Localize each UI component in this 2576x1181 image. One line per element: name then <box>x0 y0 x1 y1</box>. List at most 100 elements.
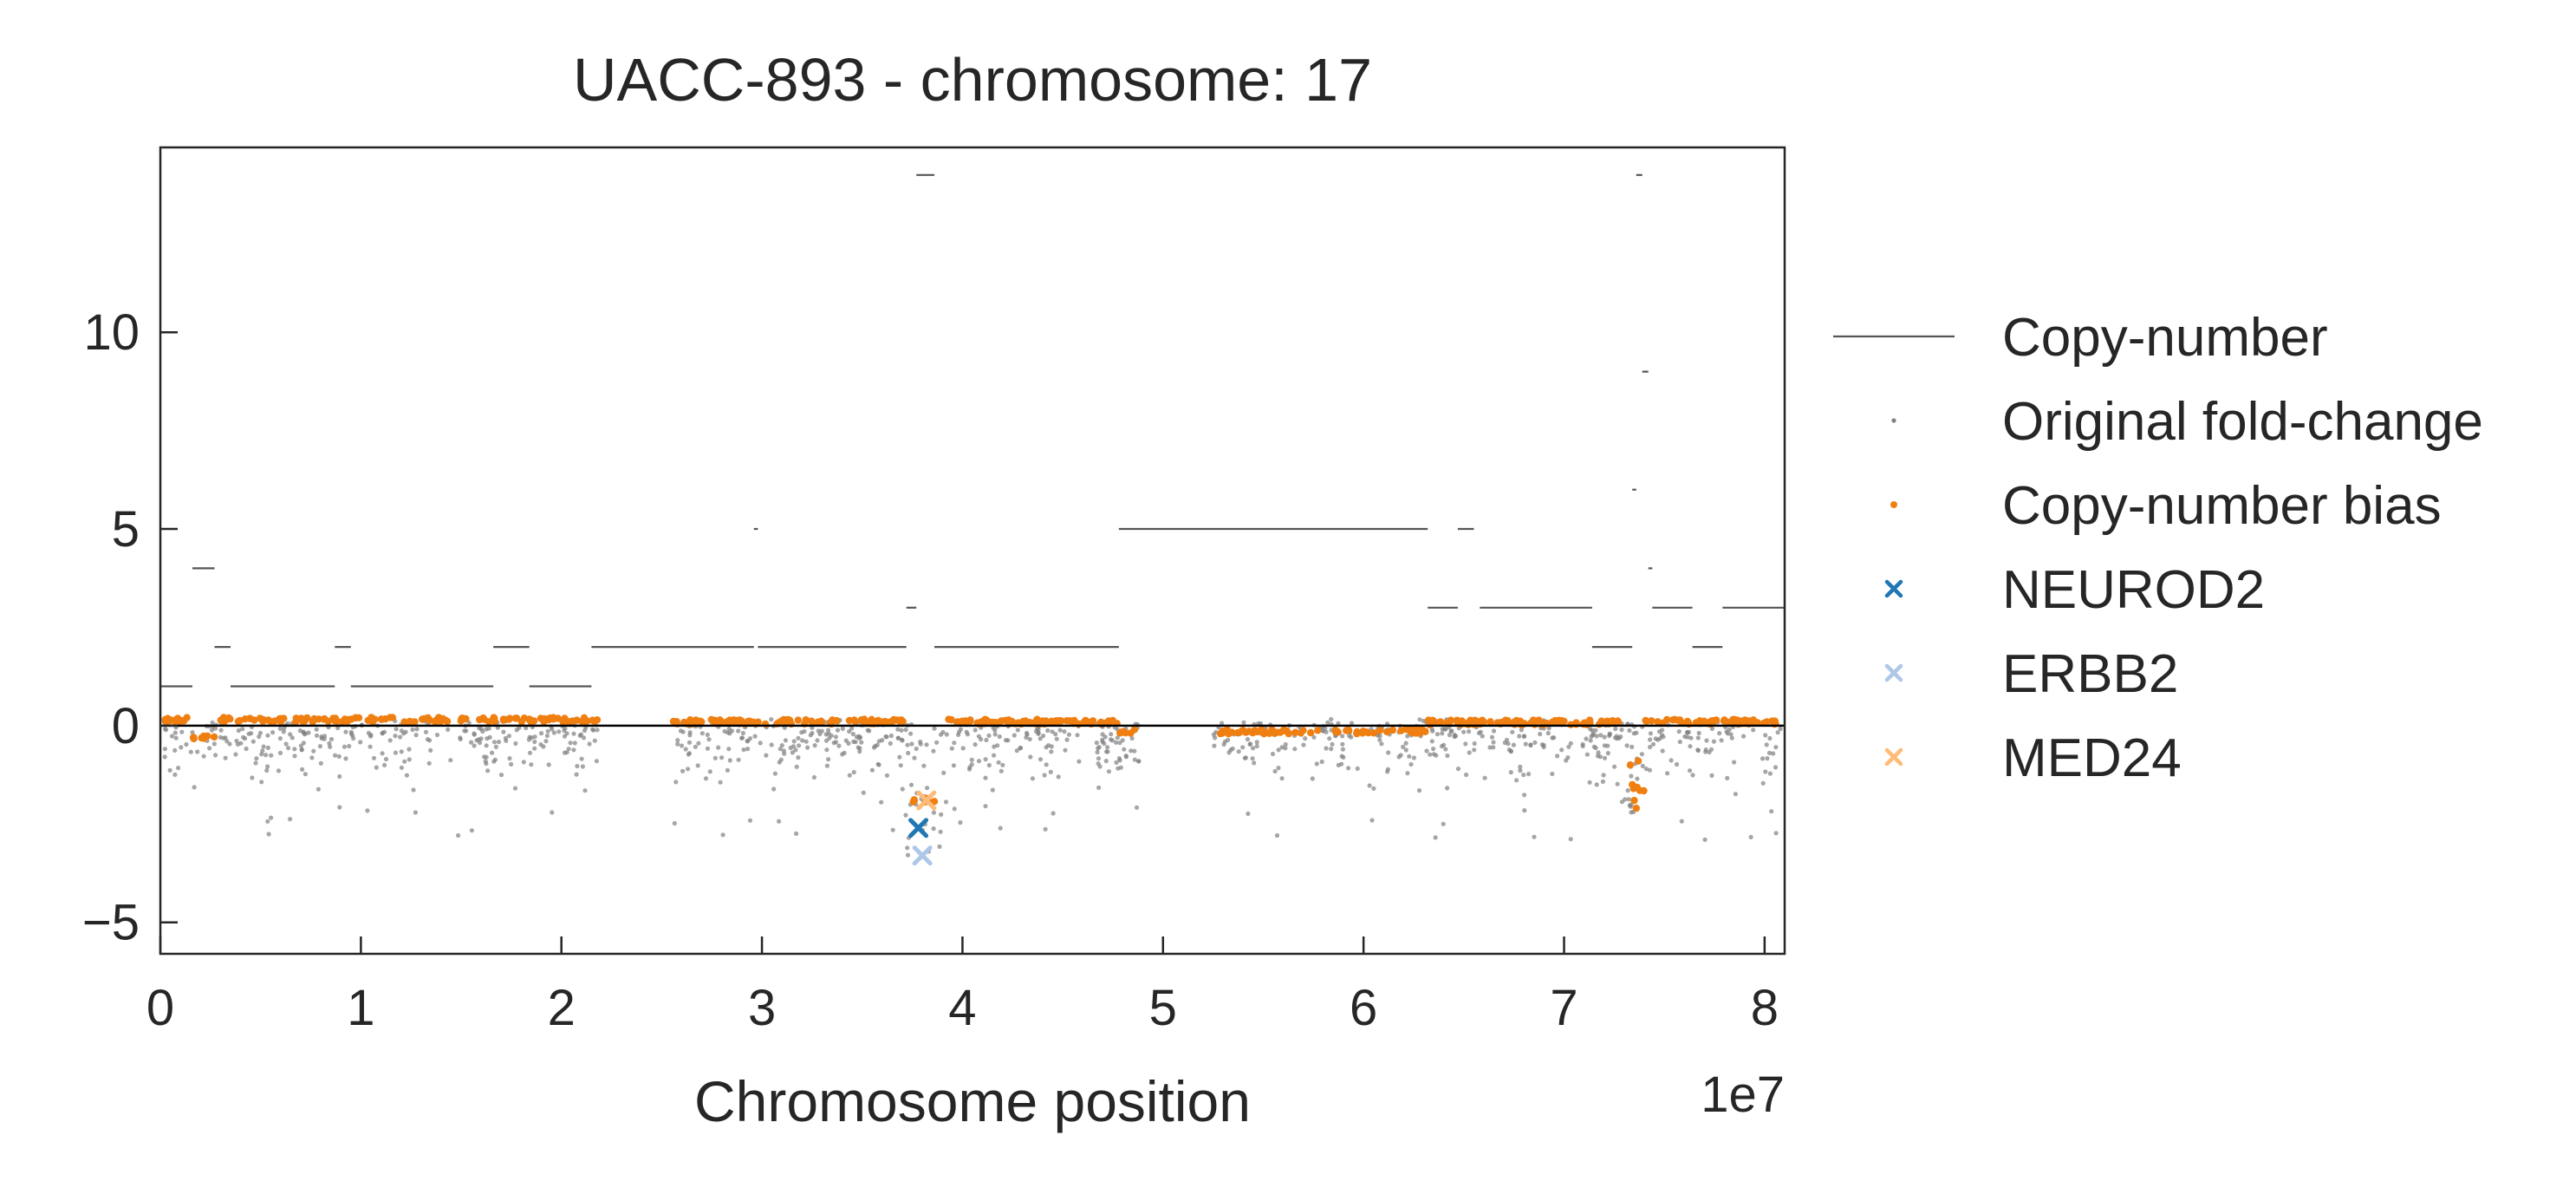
fold-change-point <box>1545 730 1551 736</box>
fold-change-point <box>277 726 283 732</box>
fold-change-point <box>740 730 746 736</box>
fold-change-point <box>741 747 746 753</box>
fold-change-point <box>485 768 491 773</box>
bias-point <box>983 716 991 724</box>
fold-change-point <box>793 747 798 753</box>
fold-change-point <box>1336 762 1341 768</box>
fold-change-point <box>399 765 404 770</box>
bias-point <box>673 718 680 726</box>
fold-change-point <box>179 745 184 750</box>
fold-change-point <box>1340 734 1345 739</box>
fold-change-point <box>990 787 995 793</box>
fold-change-point <box>1347 733 1352 739</box>
bias-point <box>890 715 898 724</box>
bias-point <box>270 717 279 725</box>
fold-change-point <box>703 776 709 781</box>
fold-change-point <box>888 733 894 739</box>
fold-change-point <box>342 744 347 749</box>
fold-change-point <box>796 735 801 741</box>
bias-point <box>371 715 379 723</box>
legend-item: Copy-number <box>1833 308 2328 368</box>
bias-point <box>511 714 519 722</box>
fold-change-point <box>513 741 518 747</box>
fold-change-point <box>1766 750 1773 756</box>
fold-change-point <box>1624 743 1630 748</box>
bias-point <box>1245 728 1253 735</box>
fold-change-point <box>687 733 693 738</box>
plot-frame <box>159 146 1786 956</box>
fold-change-point <box>1769 809 1774 814</box>
fold-change-point <box>1329 716 1334 722</box>
fold-change-point <box>1763 769 1768 774</box>
fold-change-point <box>383 756 389 762</box>
fold-change-point <box>172 730 178 735</box>
fold-change-point <box>292 754 297 759</box>
fold-change-point <box>1314 761 1319 767</box>
fold-change-point <box>329 736 335 742</box>
fold-change-point <box>544 733 550 739</box>
fold-change-point <box>281 729 286 734</box>
fold-change-point <box>1778 726 1783 732</box>
fold-change-point <box>1626 797 1631 802</box>
fold-change-point <box>992 744 997 749</box>
bias-point <box>1709 717 1717 725</box>
fold-change-point <box>1324 729 1329 734</box>
bias-point <box>1299 727 1307 734</box>
bias-point <box>226 715 234 723</box>
fold-change-point <box>1635 776 1640 781</box>
bias-point <box>1127 729 1135 737</box>
fold-change-point <box>791 739 797 744</box>
fold-change-point <box>188 749 193 754</box>
fold-change-point <box>905 742 910 747</box>
bias-point <box>457 717 465 725</box>
fold-change-point <box>539 731 544 736</box>
fold-change-point <box>1417 717 1422 722</box>
fold-change-point <box>1063 747 1068 753</box>
fold-change-point <box>501 729 506 734</box>
fold-change-point <box>1213 735 1218 741</box>
fold-change-point <box>938 732 944 737</box>
fold-change-point <box>1440 731 1445 736</box>
fold-change-point <box>311 748 316 754</box>
fold-change-point <box>1704 738 1709 743</box>
fold-change-point <box>880 738 885 743</box>
fold-change-point <box>1476 730 1482 736</box>
fold-change-point <box>1528 742 1533 748</box>
fold-change-point <box>705 732 710 738</box>
fold-change-point <box>1405 771 1410 776</box>
bias-point <box>183 714 191 721</box>
legend-item: NEUROD2 <box>1884 560 2265 620</box>
fold-change-point <box>1591 744 1597 749</box>
fold-change-point <box>1733 792 1738 797</box>
bias-point <box>1225 730 1233 738</box>
fold-change-point <box>328 744 333 750</box>
fold-change-point <box>1618 734 1623 740</box>
fold-change-point <box>1593 728 1598 733</box>
fold-change-point <box>1686 729 1691 735</box>
x-tick-label: 6 <box>1350 980 1377 1036</box>
fold-change-point <box>1056 774 1061 780</box>
fold-change-point <box>480 728 485 734</box>
fold-change-point <box>675 738 680 743</box>
fold-change-point <box>843 738 849 743</box>
fold-change-point <box>884 734 889 740</box>
fold-change-point <box>675 741 680 747</box>
fold-change-point <box>1431 752 1436 757</box>
bias-point <box>1493 719 1502 727</box>
gene-marker-neurod2 <box>908 818 929 838</box>
fold-change-point <box>210 720 215 725</box>
fold-change-point <box>1717 731 1722 736</box>
x-axis-label: Chromosome position <box>694 1069 1251 1133</box>
fold-change-point <box>1640 763 1645 769</box>
fold-change-point <box>686 751 693 756</box>
fold-change-point <box>1595 754 1601 759</box>
fold-change-point <box>1709 773 1714 779</box>
fold-change-point <box>1600 779 1605 785</box>
fold-change-point <box>162 747 167 752</box>
bias-point <box>246 714 254 722</box>
fold-change-point <box>1455 767 1461 772</box>
legend-item: ERBB2 <box>1884 644 2178 704</box>
fold-change-point <box>1765 756 1770 761</box>
bias-point <box>1700 717 1708 725</box>
fold-change-point <box>1045 728 1051 734</box>
